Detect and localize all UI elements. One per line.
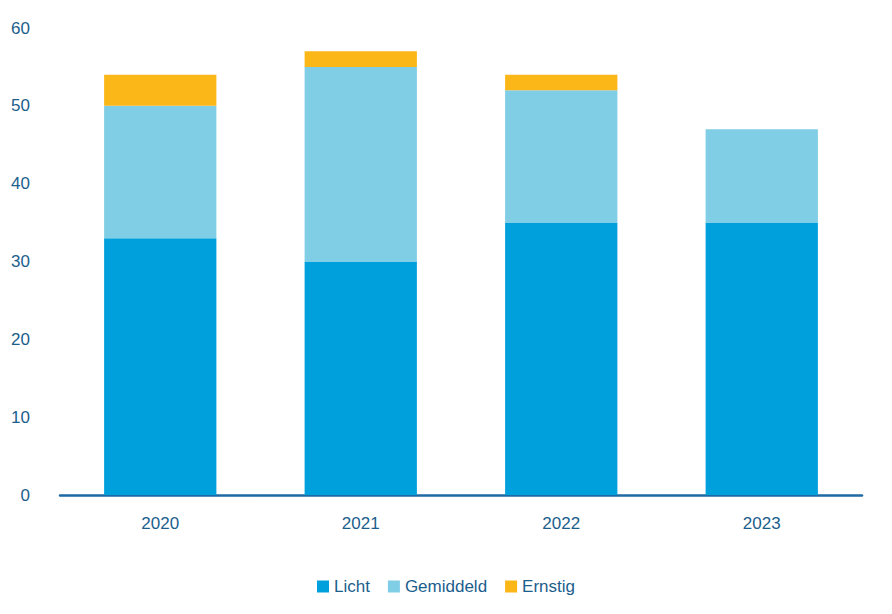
svg-text:2020: 2020 [141, 514, 179, 533]
svg-text:30: 30 [11, 252, 30, 271]
svg-text:2022: 2022 [542, 514, 580, 533]
svg-text:0: 0 [21, 486, 30, 505]
svg-text:20: 20 [11, 330, 30, 349]
svg-text:50: 50 [11, 96, 30, 115]
svg-text:Licht: Licht [334, 577, 370, 596]
svg-text:2023: 2023 [743, 514, 781, 533]
svg-text:10: 10 [11, 408, 30, 427]
svg-text:60: 60 [11, 19, 30, 38]
svg-text:2021: 2021 [342, 514, 380, 533]
svg-text:Gemiddeld: Gemiddeld [405, 577, 487, 596]
svg-text:40: 40 [11, 174, 30, 193]
svg-text:Ernstig: Ernstig [522, 577, 575, 596]
